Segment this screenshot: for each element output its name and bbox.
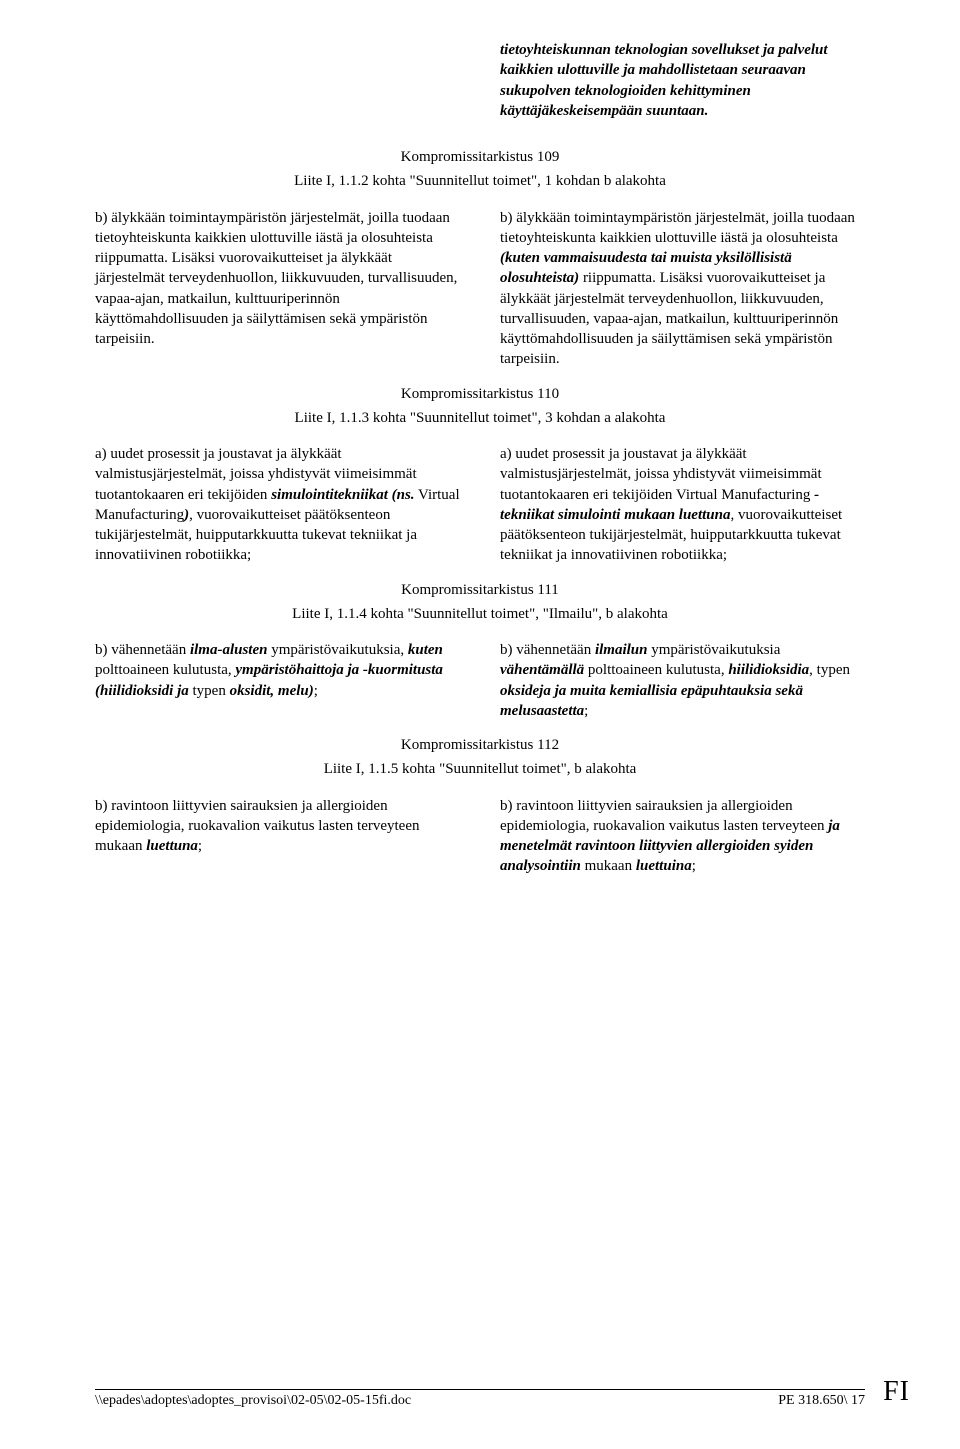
t: hiilidioksidia [728, 662, 809, 678]
text: a) uudet prosessit ja joustavat ja älykk… [500, 444, 865, 566]
t: , typen [809, 662, 850, 678]
t: polttoaineen kulutusta, [584, 662, 728, 678]
heading-111: Kompromissitarkistus 111 [95, 580, 865, 600]
sub-111: Liite I, 1.1.4 kohta "Suunnitellut toime… [95, 604, 865, 624]
t: luettuna [146, 838, 198, 854]
t: ; [314, 683, 318, 699]
t: ; [198, 838, 202, 854]
heading-110: Kompromissitarkistus 110 [95, 384, 865, 404]
t: ; [692, 858, 696, 874]
sub-110: Liite I, 1.1.3 kohta "Suunnitellut toime… [95, 408, 865, 428]
t: ; [584, 703, 588, 719]
t: a) uudet prosessit ja joustavat ja älykk… [500, 446, 822, 503]
block-109-left: b) älykkään toimintaympäristön järjestel… [95, 208, 480, 370]
block-110-left: a) uudet prosessit ja joustavat ja älykk… [95, 444, 480, 566]
document-page: tietoyhteiskunnan teknologian sovellukse… [0, 0, 960, 1449]
footer-pagenum: PE 318.650\ 17 [778, 1392, 865, 1411]
heading-109: Kompromissitarkistus 109 [95, 147, 865, 167]
block-112-left: b) ravintoon liittyvien sairauksien ja a… [95, 796, 480, 877]
block-109: b) älykkään toimintaympäristön järjestel… [95, 208, 865, 370]
t: simulointitekniikat (ns. [271, 487, 414, 503]
footer-path: \\epades\adoptes\adoptes_provisoi\02-05\… [95, 1392, 411, 1411]
heading-112: Kompromissitarkistus 112 [95, 735, 865, 755]
text: b) ravintoon liittyvien sairauksien ja a… [500, 796, 865, 877]
t: luettuina [636, 858, 692, 874]
t: typen [189, 683, 230, 699]
block-109-right: b) älykkään toimintaympäristön järjestel… [480, 208, 865, 370]
block-112-right: b) ravintoon liittyvien sairauksien ja a… [480, 796, 865, 877]
t: b) ravintoon liittyvien sairauksien ja a… [95, 798, 420, 855]
block-112: b) ravintoon liittyvien sairauksien ja a… [95, 796, 865, 877]
block-111-left: b) vähennetään ilma-alusten ympäristövai… [95, 640, 480, 721]
t: ilmailun [595, 642, 648, 658]
t: b) ravintoon liittyvien sairauksien ja a… [500, 798, 828, 834]
text: b) vähennetään ilma-alusten ympäristövai… [95, 640, 460, 701]
sub-109: Liite I, 1.1.2 kohta "Suunnitellut toime… [95, 171, 865, 191]
t: mukaan [581, 858, 636, 874]
language-mark: FI [883, 1373, 910, 1411]
block-110: a) uudet prosessit ja joustavat ja älykk… [95, 444, 865, 566]
t: ympäristövaikutuksia [647, 642, 780, 658]
text: b) vähennetään ilmailun ympäristövaikutu… [500, 640, 865, 721]
intro-text: tietoyhteiskunnan teknologian sovellukse… [500, 40, 865, 121]
t: kuten [408, 642, 443, 658]
block-110-right: a) uudet prosessit ja joustavat ja älykk… [480, 444, 865, 566]
block-111-right: b) vähennetään ilmailun ympäristövaikutu… [480, 640, 865, 721]
text: a) uudet prosessit ja joustavat ja älykk… [95, 444, 460, 566]
t: b) vähennetään [500, 642, 595, 658]
t: b) älykkään toimintaympäristön järjestel… [500, 210, 855, 246]
text: b) ravintoon liittyvien sairauksien ja a… [95, 796, 460, 857]
t: vähentämällä [500, 662, 584, 678]
text: b) älykkään toimintaympäristön järjestel… [500, 208, 865, 370]
intro-paragraph: tietoyhteiskunnan teknologian sovellukse… [480, 40, 865, 121]
text: b) älykkään toimintaympäristön järjestel… [95, 208, 460, 350]
page-footer: \\epades\adoptes\adoptes_provisoi\02-05\… [95, 1389, 865, 1411]
t: ilma-alusten [190, 642, 268, 658]
sub-112: Liite I, 1.1.5 kohta "Suunnitellut toime… [95, 759, 865, 779]
t: oksideja ja muita kemiallisia epäpuhtauk… [500, 683, 803, 719]
t: ympäristövaikutuksia, [267, 642, 407, 658]
block-111: b) vähennetään ilma-alusten ympäristövai… [95, 640, 865, 721]
t: polttoaineen kulutusta, [95, 662, 235, 678]
t: b) vähennetään [95, 642, 190, 658]
t: oksidit, melu) [230, 683, 314, 699]
